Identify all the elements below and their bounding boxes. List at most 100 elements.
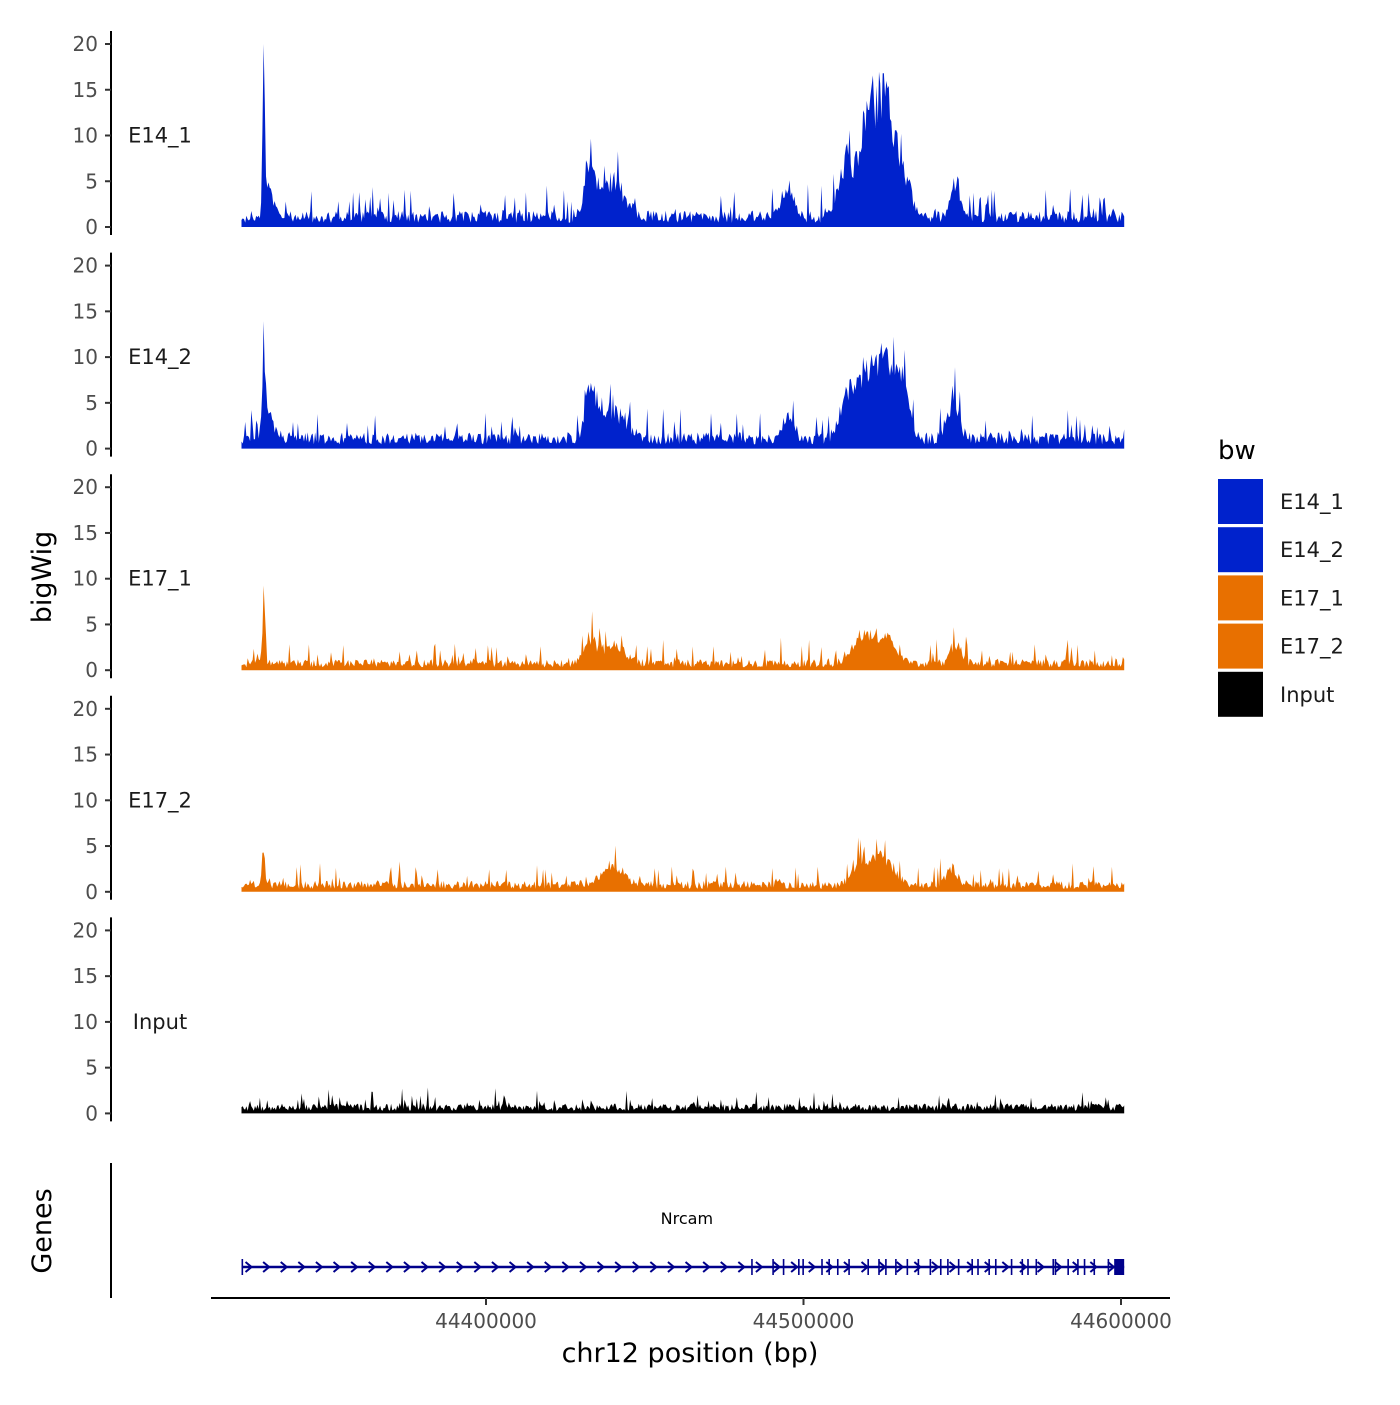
strand-arrow [1054,1261,1063,1273]
strand-arrow [438,1261,447,1273]
strand-arrow [596,1261,606,1273]
strand-arrow [632,1261,641,1273]
strand-arrow [772,1261,782,1273]
strand-arrow [456,1261,465,1273]
signal-area-E17_2 [241,837,1125,892]
signal-area-E14_1 [241,44,1125,227]
track-E14_1: 0 5 10 15 20 E14_1 [73,31,1125,239]
legend-entry-E17_2: E17_2 [1218,623,1344,669]
x-axis: 44400000 44500000 44600000 chr12 position … [211,1297,1172,1369]
exon [1093,1259,1096,1275]
exon [1067,1259,1069,1275]
exon [1107,1259,1110,1275]
exon [1010,1259,1013,1275]
signal-area-E17_1 [241,585,1125,671]
strand-arrow [896,1261,905,1273]
x-tick-label: 44500000 [753,1309,855,1333]
exon [994,1259,997,1275]
strand-arrow [913,1261,922,1273]
strand-arrow [473,1261,482,1273]
exon [885,1259,887,1275]
exon [929,1259,932,1275]
strand-arrow [808,1261,817,1273]
y-tick-label: 5 [85,169,98,193]
y-tick-label: 0 [85,658,98,682]
y-tick-label: 20 [73,697,98,721]
y-tick-label: 15 [73,743,98,767]
exon [836,1259,839,1275]
y-tick-label: 20 [73,32,98,56]
y-tick-label: 20 [73,918,98,942]
exon [1021,1259,1024,1275]
track-E17_2: 0 5 10 15 20 E17_2 [73,695,1125,904]
strand-arrow [1072,1261,1081,1273]
signal-area-E14_2 [241,321,1125,449]
exon [1077,1259,1079,1275]
y-tick-label: 5 [85,834,98,858]
strand-arrow [1107,1261,1116,1273]
legend: bw E14_1 E14_2 E17_1 E17_2 Input [1218,436,1344,717]
y-tick-label: 5 [85,391,98,415]
legend-entries: E14_1 E14_2 E17_1 E17_2 Input [1218,479,1344,717]
strand-arrow [508,1261,518,1273]
exon [828,1259,830,1275]
strand-arrow [948,1261,958,1273]
exon [988,1259,990,1275]
exon [939,1259,942,1275]
gene-models: Nrcam [241,1209,1125,1275]
strand-arrow [1036,1261,1046,1273]
track-label: E14_1 [128,124,192,149]
y-tick-label: 20 [73,254,98,278]
strand-arrow [614,1261,623,1273]
strand-arrow [332,1261,342,1273]
exon [1027,1259,1029,1275]
strand-arrow [649,1261,658,1273]
strand-arrow [579,1261,588,1273]
exon [971,1259,973,1275]
legend-entry-Input: Input [1218,671,1334,717]
strand-arrow [385,1261,394,1273]
strand-arrow [931,1261,940,1273]
legend-entry-E17_1: E17_1 [1218,575,1344,621]
strand-arrow [350,1261,359,1273]
x-ticks: 44400000 44500000 44600000 [435,1298,1172,1333]
strand-arrow [297,1261,306,1273]
y-tick-label: 0 [85,215,98,239]
exon [802,1259,804,1275]
y-tick-label: 10 [73,1010,98,1034]
track-label: E14_2 [128,345,192,370]
strand-arrow [544,1261,553,1273]
exon [821,1259,823,1275]
strand-arrow [702,1261,711,1273]
track-label: Input [133,1010,187,1034]
exon [848,1259,850,1275]
y-tick-label: 0 [85,1101,98,1125]
strand-arrow [684,1261,694,1273]
y-tick-label: 5 [85,612,98,636]
legend-label: E17_1 [1280,586,1344,611]
strand-arrow [667,1261,676,1273]
track-E17_1: 0 5 10 15 20 E17_1 [73,474,1125,682]
legend-entry-E14_2: E14_2 [1218,527,1344,573]
y-axis-title: bigWig [27,531,58,624]
legend-swatch [1218,527,1263,573]
exon [906,1259,909,1275]
track-label: E17_2 [128,788,192,813]
strand-arrow [843,1261,852,1273]
genes-axis-title: Genes [27,1188,58,1273]
legend-title: bw [1218,436,1256,466]
exon [751,1259,753,1275]
exon [977,1259,979,1275]
strand-arrow [491,1261,500,1273]
signal-tracks: 05101520E14_105101520E14_205101520E17_10… [73,31,1125,1125]
legend-label: E17_2 [1280,635,1344,660]
y-tick-label: 20 [73,475,98,499]
exon [947,1259,949,1275]
genes-panel: Genes Nrcam [27,1163,1125,1298]
y-tick-label: 10 [73,788,98,812]
strand-arrow [262,1261,271,1273]
exon [1052,1259,1055,1275]
exon [895,1259,897,1275]
y-tick-label: 10 [73,345,98,369]
y-tick-label: 15 [73,521,98,545]
